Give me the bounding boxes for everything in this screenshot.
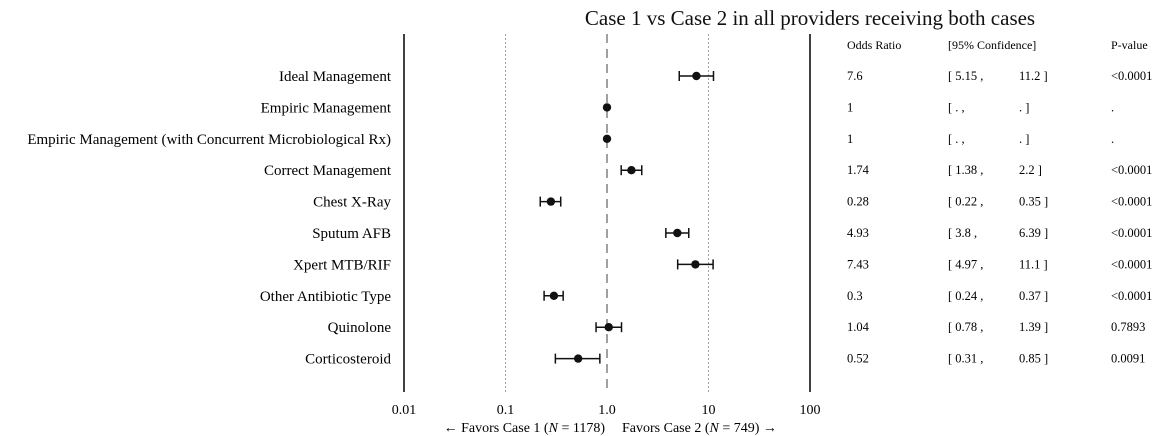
ci-lower-value: [ 0.31 , <box>948 352 983 366</box>
odds-ratio-point <box>691 260 700 269</box>
p-value: . <box>1111 132 1114 146</box>
results-table: Odds Ratio [95% Confidence] P-value 7.6 [ 5.… <box>847 38 1152 366</box>
ci-lower-value: [ . , <box>948 132 965 146</box>
odds-ratio-point <box>627 166 636 175</box>
ci-lower-value: [ 0.78 , <box>948 320 983 334</box>
x-tick-label: 100 <box>800 403 821 418</box>
p-value: . <box>1111 100 1114 114</box>
ci-upper-value: 6.39 ] <box>1019 226 1048 240</box>
forest-rows: Ideal Management Empiric Management Empiri… <box>27 69 715 368</box>
ci-lower-value: [ 1.38 , <box>948 163 983 177</box>
ci-upper-value: . ] <box>1019 132 1029 146</box>
ci-upper-value: 11.2 ] <box>1019 69 1048 83</box>
odds-ratio-point <box>573 354 583 363</box>
ci-upper-value: . ] <box>1019 100 1029 114</box>
plot-frame <box>403 34 811 392</box>
odds-ratio-value: 1 <box>847 100 853 114</box>
odds-ratio-point <box>602 134 612 143</box>
header-confidence: [95% Confidence] <box>948 38 1036 52</box>
row-label: Other Antibiotic Type <box>260 289 391 305</box>
header-odds-ratio: Odds Ratio <box>847 38 901 52</box>
row-label: Correct Management <box>264 163 392 179</box>
header-p-value: P-value <box>1111 38 1148 52</box>
odds-ratio-value: 0.3 <box>847 289 863 303</box>
p-value: 0.0091 <box>1111 352 1145 366</box>
ci-lower-value: [ 0.24 , <box>948 289 983 303</box>
row-label: Ideal Management <box>279 69 392 85</box>
ci-upper-value: 1.39 ] <box>1019 320 1048 334</box>
odds-ratio-value: 1.74 <box>847 163 870 177</box>
footer-favors-case-1: ← Favors Case 1 (N = 1178) <box>444 421 606 436</box>
ci-upper-value: 2.2 ] <box>1019 163 1042 177</box>
ci-lower-value: [ . , <box>948 100 965 114</box>
row-label: Xpert MTB/RIF <box>293 257 391 273</box>
p-value: <0.0001 <box>1111 257 1152 271</box>
x-tick-labels: 0.01 0.1 1.0 10 100 <box>392 403 821 418</box>
odds-ratio-point <box>604 323 613 332</box>
p-value: <0.0001 <box>1111 69 1152 83</box>
row-label: Empiric Management (with Concurrent Micr… <box>27 132 391 148</box>
row-label: Chest X-Ray <box>313 195 391 211</box>
odds-ratio-value: 1 <box>847 132 853 146</box>
ci-upper-value: 0.37 ] <box>1019 289 1048 303</box>
ci-lower-value: [ 0.22 , <box>948 195 983 209</box>
ci-upper-value: 0.85 ] <box>1019 352 1048 366</box>
odds-ratio-point <box>602 103 612 112</box>
p-value: 0.7893 <box>1111 320 1145 334</box>
p-value: <0.0001 <box>1111 195 1152 209</box>
x-tick-label: 1.0 <box>598 403 616 418</box>
odds-ratio-value: 0.28 <box>847 195 869 209</box>
ci-lower-value: [ 5.15 , <box>948 69 983 83</box>
row-label: Empiric Management <box>261 100 392 116</box>
odds-ratio-point <box>546 197 556 206</box>
x-tick-label: 0.1 <box>497 403 515 418</box>
row-label: Sputum AFB <box>312 226 391 242</box>
odds-ratio-point <box>692 71 701 81</box>
p-value: <0.0001 <box>1111 289 1152 303</box>
ci-upper-value: 11.1 ] <box>1019 257 1048 271</box>
odds-ratio-value: 7.43 <box>847 257 869 271</box>
p-value: <0.0001 <box>1111 226 1152 240</box>
row-label: Quinolone <box>328 320 392 336</box>
x-tick-label: 10 <box>702 403 716 418</box>
odds-ratio-value: 4.93 <box>847 226 869 240</box>
odds-ratio-value: 0.52 <box>847 352 869 366</box>
p-value: <0.0001 <box>1111 163 1152 177</box>
ci-lower-value: [ 3.8 , <box>948 226 977 240</box>
ci-lower-value: [ 4.97 , <box>948 257 983 271</box>
gridlines <box>505 34 709 392</box>
footer-labels: ← Favors Case 1 (N = 1178) Favors Case 2 … <box>444 421 777 436</box>
row-label: Corticosteroid <box>305 352 391 368</box>
x-tick-label: 0.01 <box>392 403 417 418</box>
odds-ratio-point <box>673 228 682 238</box>
ci-upper-value: 0.35 ] <box>1019 195 1048 209</box>
chart-title: Case 1 vs Case 2 in all providers receiv… <box>584 6 1036 30</box>
odds-ratio-value: 7.6 <box>847 69 863 83</box>
odds-ratio-value: 1.04 <box>847 320 870 334</box>
odds-ratio-point <box>549 291 559 300</box>
footer-favors-case-2: Favors Case 2 (N = 749) → <box>622 421 777 436</box>
